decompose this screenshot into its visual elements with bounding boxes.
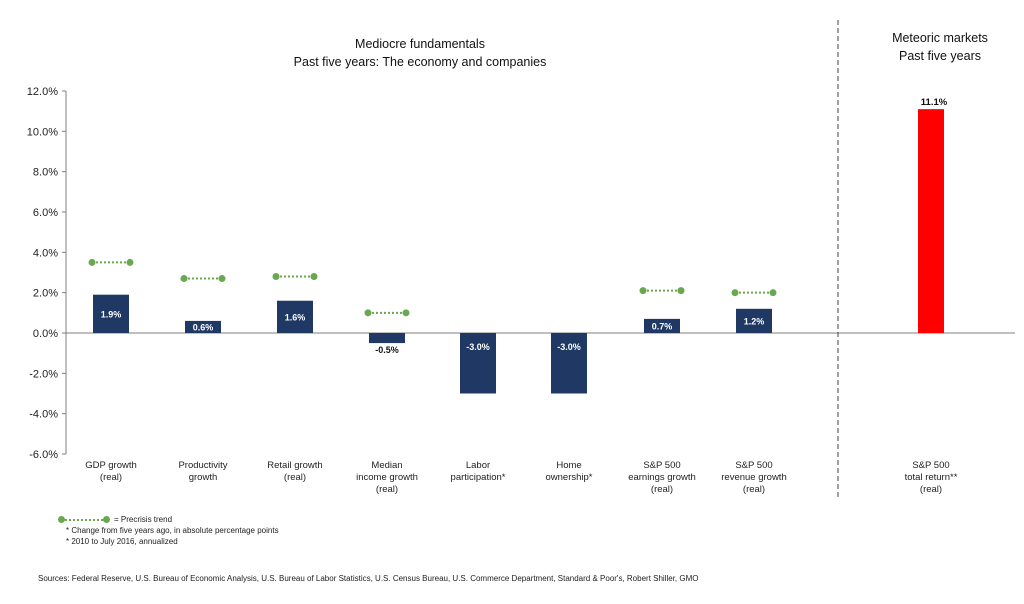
legend-trend-swatch <box>58 515 110 524</box>
x-tick-label: (real) <box>284 472 306 483</box>
x-tick-label: S&P 500 <box>735 460 772 471</box>
legend-label: = Precrisis trend <box>114 515 173 524</box>
x-tick-label: ownership* <box>546 472 593 483</box>
trend-point <box>731 289 739 297</box>
y-tick-label: 2.0% <box>33 288 58 300</box>
bar <box>736 308 772 333</box>
x-tick-label: (real) <box>100 472 122 483</box>
bar <box>551 333 587 394</box>
trend-point <box>88 258 96 266</box>
trend-point <box>180 275 188 283</box>
chart-notes: = Precrisis trend * Change from five yea… <box>58 514 279 547</box>
data-label: -0.5% <box>375 345 399 355</box>
x-tick-label: Median <box>371 460 402 471</box>
panel-title: Meteoric markets <box>892 31 988 45</box>
trend-point <box>126 258 134 266</box>
bar <box>185 320 221 333</box>
trend-point <box>677 287 685 295</box>
x-tick-label: growth <box>189 472 218 483</box>
panel-subtitle: Past five years: The economy and compani… <box>294 55 547 69</box>
data-label: 1.6% <box>285 312 306 322</box>
data-label: 11.1% <box>921 97 948 108</box>
bar <box>460 333 496 394</box>
data-label: 0.6% <box>193 322 214 332</box>
x-tick-label: participation* <box>451 472 506 483</box>
data-label: 1.2% <box>744 316 765 326</box>
trend-point <box>769 289 777 297</box>
data-label: -3.0% <box>557 342 581 352</box>
x-tick-label: Labor <box>466 460 490 471</box>
bar <box>644 318 680 333</box>
panel-title: Mediocre fundamentals <box>355 37 485 51</box>
y-tick-label: 6.0% <box>33 207 58 219</box>
x-tick-label: total return** <box>905 472 958 483</box>
trend-point <box>218 275 226 283</box>
x-tick-label: Retail growth <box>267 460 322 471</box>
x-tick-label: (real) <box>376 484 398 495</box>
y-tick-label: 4.0% <box>33 247 58 259</box>
x-tick-label: Productivity <box>178 460 227 471</box>
y-tick-label: -6.0% <box>29 449 58 461</box>
data-label: 0.7% <box>652 321 673 331</box>
x-tick-label: earnings growth <box>628 472 696 483</box>
trend-point <box>310 273 318 281</box>
x-tick-label: (real) <box>920 484 942 495</box>
panel-subtitle: Past five years <box>899 49 981 63</box>
trend-point <box>272 273 280 281</box>
legend-item-precrisis-trend: = Precrisis trend <box>58 514 279 525</box>
y-tick-label: -4.0% <box>29 409 58 421</box>
y-tick-label: -2.0% <box>29 368 58 380</box>
y-tick-label: 8.0% <box>33 167 58 179</box>
bar <box>369 333 405 344</box>
bar <box>93 294 129 333</box>
y-tick-label: 10.0% <box>27 126 58 138</box>
x-tick-label: S&P 500 <box>643 460 680 471</box>
x-tick-label: S&P 500 <box>912 460 949 471</box>
x-tick-label: (real) <box>743 484 765 495</box>
x-tick-label: revenue growth <box>721 472 786 483</box>
trend-point <box>364 309 372 317</box>
data-label: 1.9% <box>101 309 122 319</box>
x-tick-label: Home <box>556 460 581 471</box>
trend-point <box>402 309 410 317</box>
x-tick-label: income growth <box>356 472 418 483</box>
sources-note: Sources: Federal Reserve, U.S. Bureau of… <box>38 574 699 583</box>
bar <box>277 300 313 333</box>
footnote-2: * 2010 to July 2016, annualized <box>66 537 178 546</box>
y-tick-label: 12.0% <box>27 86 58 98</box>
footnote-1: * Change from five years ago, in absolut… <box>66 526 279 535</box>
y-tick-label: 0.0% <box>33 328 58 340</box>
x-tick-label: (real) <box>651 484 673 495</box>
data-label: -3.0% <box>466 342 490 352</box>
bar <box>918 109 944 334</box>
trend-point <box>639 287 647 295</box>
x-tick-label: GDP growth <box>85 460 137 471</box>
